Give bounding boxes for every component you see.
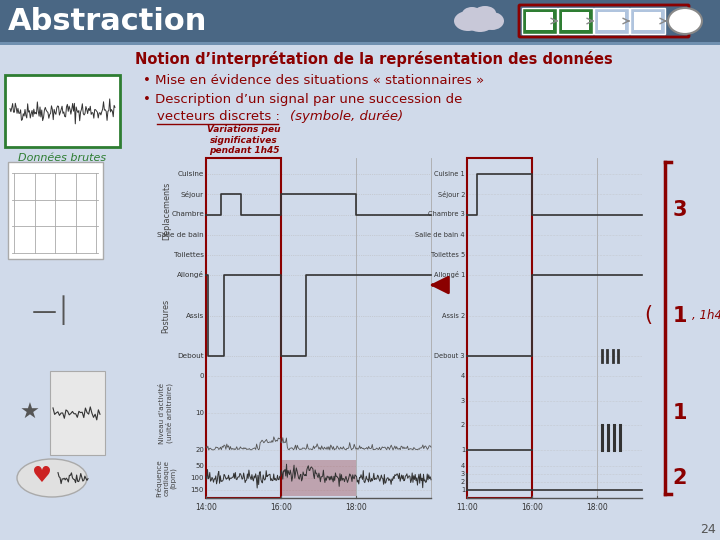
- Text: 3: 3: [672, 200, 688, 220]
- Text: Données brutes: Données brutes: [19, 153, 107, 163]
- Text: —│: —│: [32, 295, 72, 326]
- Text: 3: 3: [461, 397, 465, 404]
- Bar: [562, 12, 589, 30]
- Text: Niveau d'activité
(unité arbitraire): Niveau d'activité (unité arbitraire): [158, 382, 174, 443]
- Text: Allongé: Allongé: [177, 272, 204, 279]
- Bar: [630, 8, 665, 34]
- Text: • Description d’un signal par une succession de: • Description d’un signal par une succes…: [143, 93, 462, 106]
- Text: 150: 150: [191, 487, 204, 493]
- Text: Déplacements: Déplacements: [161, 181, 171, 240]
- Text: Abstraction: Abstraction: [8, 6, 207, 36]
- Text: 2: 2: [672, 468, 688, 488]
- Text: 2: 2: [461, 422, 465, 428]
- Text: 16:00: 16:00: [270, 503, 292, 512]
- Text: 1: 1: [672, 306, 688, 326]
- Text: ★: ★: [20, 403, 40, 423]
- Text: 11:00: 11:00: [456, 503, 478, 512]
- Text: , 1h45): , 1h45): [692, 309, 720, 322]
- Bar: [206, 158, 281, 498]
- Text: Variations peu
significatives
pendant 1h45: Variations peu significatives pendant 1h…: [207, 125, 281, 155]
- Text: vecteurs discrets :: vecteurs discrets :: [157, 110, 280, 123]
- Text: 0: 0: [199, 373, 204, 379]
- Text: (: (: [644, 306, 652, 326]
- Bar: [526, 12, 553, 30]
- Bar: [594, 8, 629, 34]
- Text: Salle de bain 4: Salle de bain 4: [415, 232, 465, 238]
- Text: 3: 3: [461, 471, 465, 477]
- Text: 2: 2: [461, 479, 465, 485]
- Ellipse shape: [454, 11, 482, 31]
- Text: 1: 1: [461, 447, 465, 453]
- Bar: [634, 12, 661, 30]
- Text: ♥: ♥: [32, 466, 52, 486]
- Text: Debout: Debout: [177, 353, 204, 359]
- Text: Postures: Postures: [161, 299, 171, 333]
- Ellipse shape: [465, 10, 495, 32]
- Text: Fréquence
cardiaque
(bpm): Fréquence cardiaque (bpm): [156, 459, 176, 497]
- Bar: [467, 158, 532, 498]
- Text: Cuisine 1: Cuisine 1: [434, 171, 465, 177]
- Bar: [598, 12, 625, 30]
- Bar: [558, 8, 593, 34]
- Text: Séjour 2: Séjour 2: [438, 191, 465, 198]
- Ellipse shape: [668, 8, 702, 34]
- Text: Chambre 3: Chambre 3: [428, 212, 465, 218]
- Text: 1: 1: [461, 487, 465, 493]
- Text: Assis: Assis: [186, 313, 204, 319]
- Ellipse shape: [480, 12, 504, 30]
- Text: • Mise en évidence des situations « stationnaires »: • Mise en évidence des situations « stat…: [143, 74, 484, 87]
- Text: 20: 20: [195, 447, 204, 453]
- Bar: [0, 42, 720, 45]
- Text: 100: 100: [191, 475, 204, 481]
- Text: 50: 50: [195, 463, 204, 469]
- Text: 16:00: 16:00: [521, 503, 543, 512]
- Text: 18:00: 18:00: [345, 503, 367, 512]
- Text: 10: 10: [195, 410, 204, 416]
- Bar: [8, 162, 103, 259]
- Ellipse shape: [462, 7, 482, 21]
- Text: Cuisine: Cuisine: [178, 171, 204, 177]
- Text: Debout 3: Debout 3: [434, 353, 465, 359]
- Ellipse shape: [17, 459, 87, 497]
- Text: Toilettes: Toilettes: [174, 252, 204, 258]
- Text: Allongé 1: Allongé 1: [433, 272, 465, 279]
- Bar: [0, 0, 720, 42]
- Text: Notion d’interprétation de la représentation des données: Notion d’interprétation de la représenta…: [135, 51, 613, 67]
- Text: 14:00: 14:00: [195, 503, 217, 512]
- Bar: [522, 8, 557, 34]
- Text: 4: 4: [461, 373, 465, 379]
- Ellipse shape: [474, 6, 496, 20]
- Text: Chambre: Chambre: [171, 212, 204, 218]
- Bar: [5, 75, 120, 147]
- Text: Toilettes 5: Toilettes 5: [431, 252, 465, 258]
- Text: 1: 1: [672, 403, 688, 423]
- Text: Assis 2: Assis 2: [442, 313, 465, 319]
- Bar: [281, 460, 356, 496]
- Bar: [50, 371, 105, 455]
- Text: Séjour: Séjour: [181, 191, 204, 198]
- Text: 24: 24: [701, 523, 716, 536]
- Text: 18:00: 18:00: [586, 503, 608, 512]
- Text: 4: 4: [461, 463, 465, 469]
- Text: (symbole, durée): (symbole, durée): [290, 110, 403, 123]
- Text: Salle de bain: Salle de bain: [158, 232, 204, 238]
